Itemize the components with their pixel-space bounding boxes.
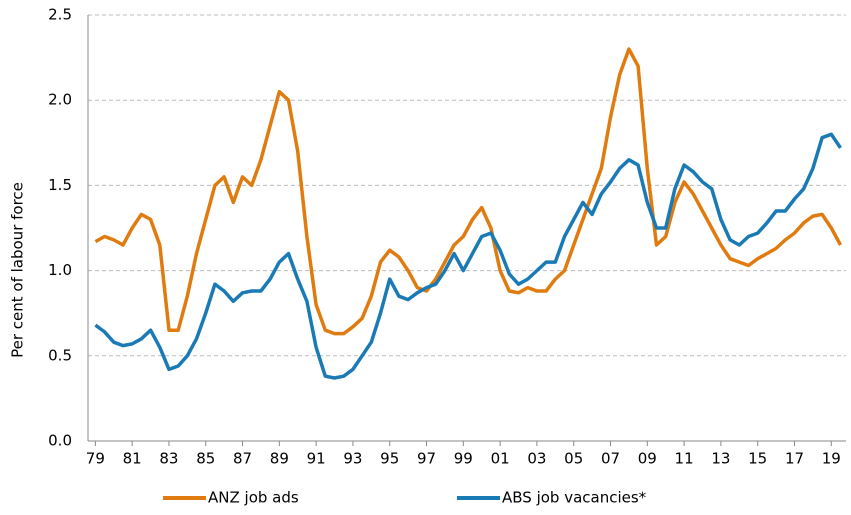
x-tick-label: 01 xyxy=(491,450,510,468)
x-tick-label: 09 xyxy=(638,450,657,468)
x-tick-label: 91 xyxy=(307,450,326,468)
x-tick-label: 03 xyxy=(527,450,546,468)
legend-label: ABS job vacancies* xyxy=(502,489,647,507)
x-tick-label: 07 xyxy=(601,450,620,468)
x-tick-label: 13 xyxy=(711,450,730,468)
x-tick-label: 85 xyxy=(196,450,215,468)
series-line xyxy=(94,132,842,380)
y-tick-label: 1.0 xyxy=(48,261,72,279)
y-tick-label: 0.5 xyxy=(48,346,72,364)
x-tick-label: 89 xyxy=(270,450,289,468)
x-tick-label: 19 xyxy=(822,450,841,468)
y-tick-label: 2.5 xyxy=(48,6,72,24)
x-tick-label: 95 xyxy=(380,450,399,468)
x-tick-label: 87 xyxy=(233,450,252,468)
x-tick-label: 99 xyxy=(454,450,473,468)
legend-label: ANZ job ads xyxy=(208,489,299,507)
y-tick-label: 2.0 xyxy=(48,91,72,109)
x-tick-label: 11 xyxy=(675,450,694,468)
x-tick-label: 81 xyxy=(123,450,142,468)
x-tick-label: 93 xyxy=(343,450,362,468)
x-tick-label: 83 xyxy=(159,450,178,468)
y-axis-label: Per cent of labour force xyxy=(9,182,27,358)
x-tick-label: 05 xyxy=(564,450,583,468)
y-tick-label: 0.0 xyxy=(48,432,72,450)
series-line xyxy=(94,47,843,336)
x-tick-label: 15 xyxy=(748,450,767,468)
x-tick-label: 97 xyxy=(417,450,436,468)
x-tick-label: 17 xyxy=(785,450,804,468)
x-tick-label: 79 xyxy=(86,450,105,468)
y-tick-label: 1.5 xyxy=(48,176,72,194)
